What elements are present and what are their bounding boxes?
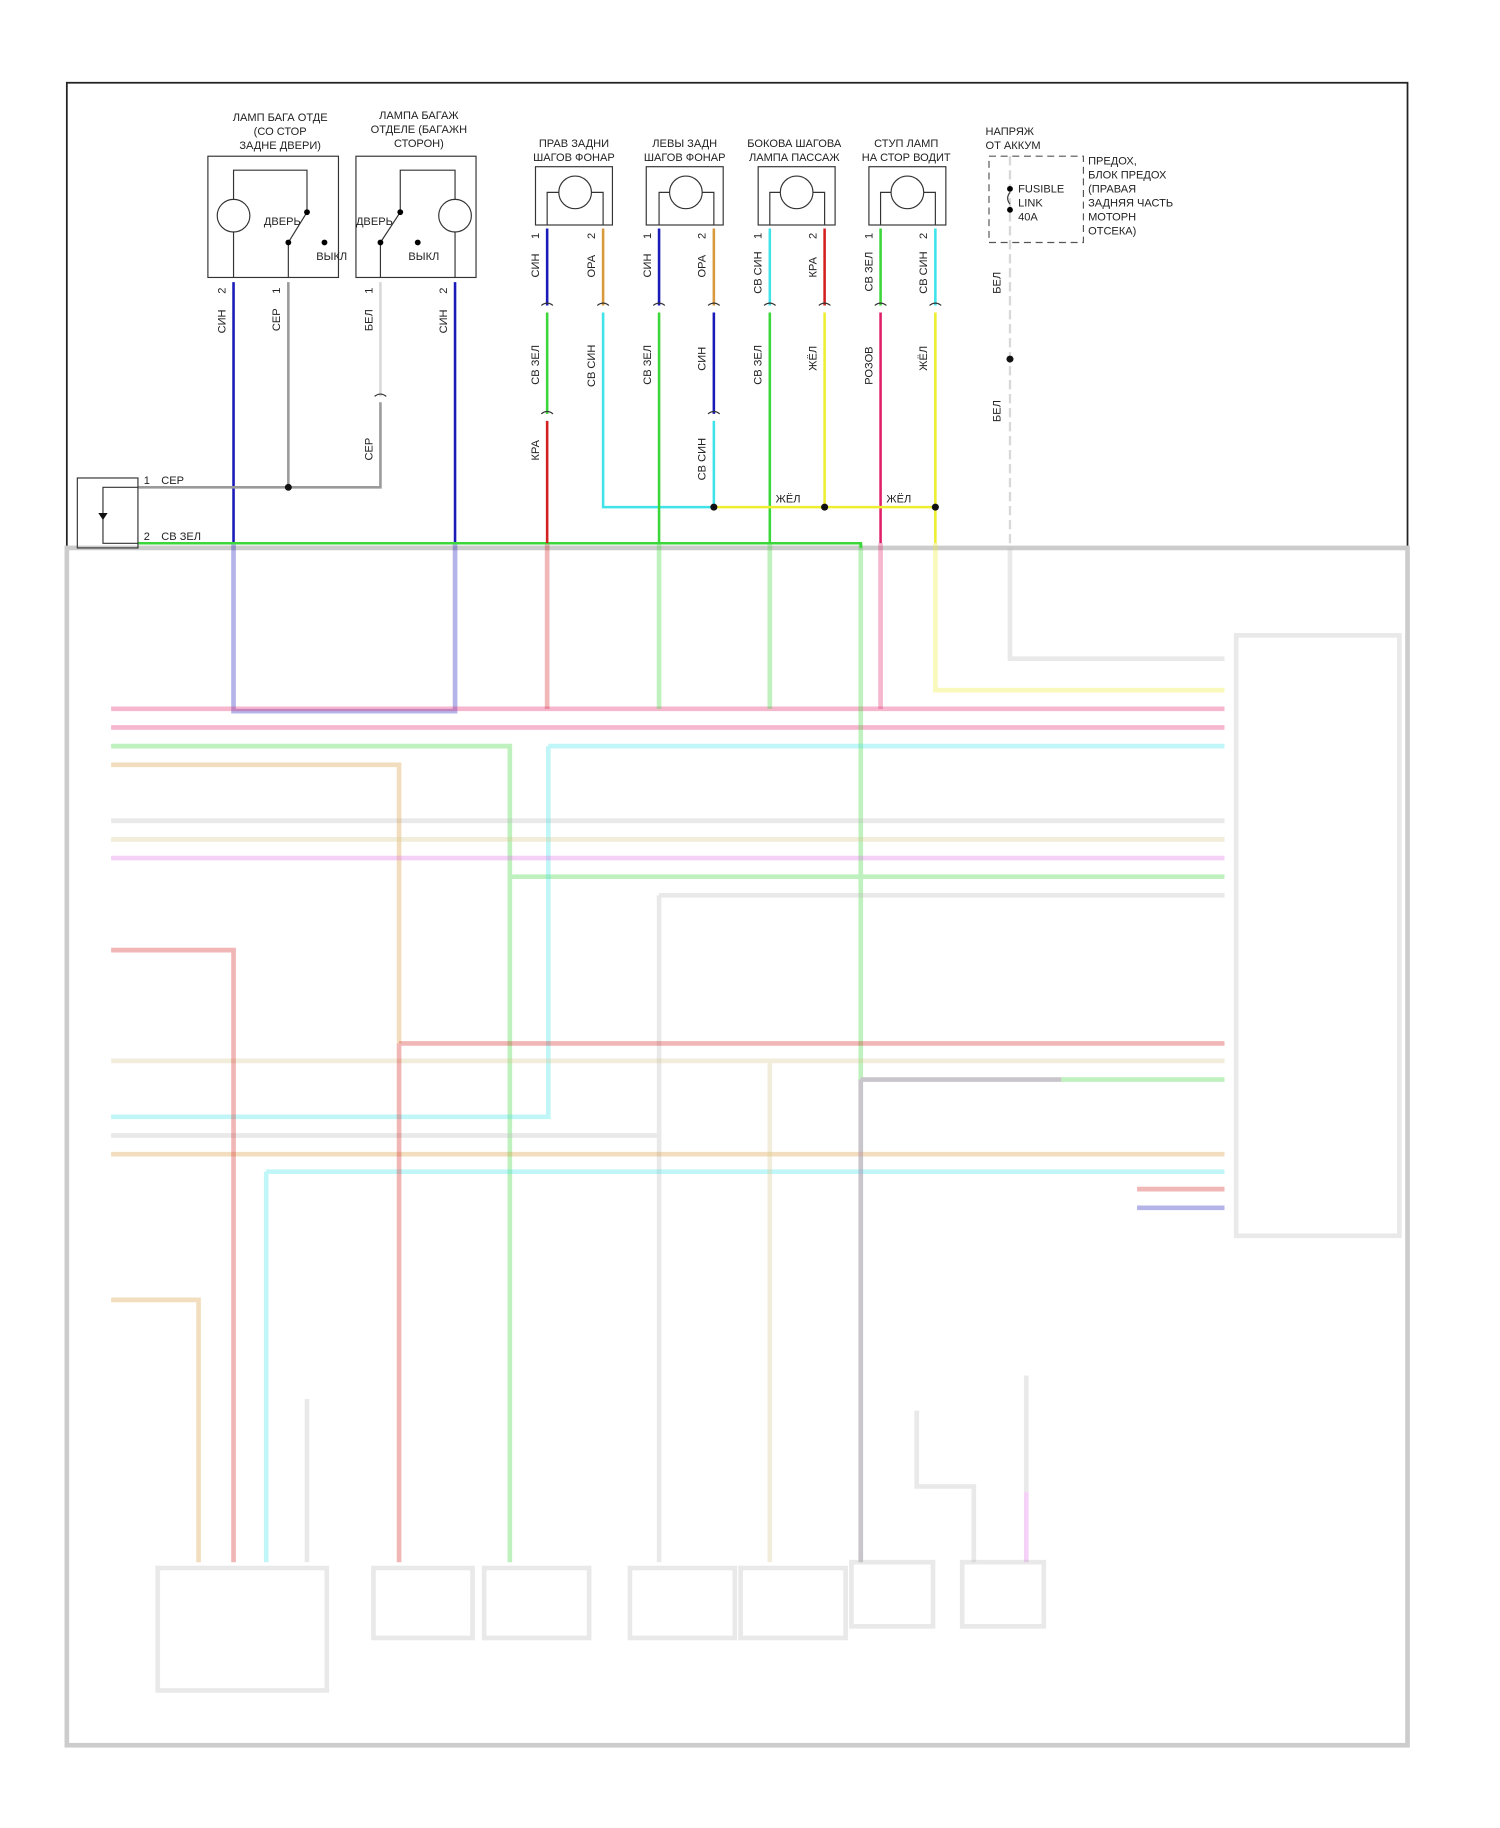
wire-label: СИН [216, 309, 228, 333]
pin-number: 1 [863, 233, 875, 239]
switch-label: ДВЕРЬ [264, 216, 301, 228]
fuse-block-label: ЗАДНЯЯ ЧАСТЬ [1088, 197, 1173, 209]
component-title: ШАГОВ ФОНАР [533, 152, 615, 164]
wire-label: ЖЁЛ [918, 346, 930, 371]
wire-label: СИН [642, 254, 654, 278]
component-title: ЛЕВЫ ЗАДН [652, 138, 717, 150]
fuse-label: 40A [1018, 211, 1038, 223]
luggage-lamp-luggage-side: ЛАМПА БАГАЖ ОТДЕЛЕ (БАГАЖН СТОРОН) ДВЕРЬ… [355, 110, 477, 279]
pin-number: 2 [586, 233, 598, 239]
wire-label: ЖЁЛ [807, 346, 819, 371]
fuse-block-label: ОТСЕКА) [1088, 225, 1136, 237]
wire-label: СЕР [363, 438, 375, 461]
wire-label: СВ ЗЕЛ [530, 345, 542, 385]
component-title: СТОРОН) [394, 138, 444, 150]
component-title: СТУП ЛАМП [874, 138, 938, 150]
pin-number: 2 [438, 288, 450, 294]
pin-number: 1 [144, 475, 150, 487]
fuse-icon [1007, 191, 1011, 205]
wire-label: БЕЛ [992, 400, 1004, 422]
lamp-icon [216, 198, 251, 233]
component-title: (СО СТОР [254, 126, 307, 138]
switch-label: ДВЕРЬ [356, 216, 393, 228]
lamp-icon [668, 175, 703, 210]
component-title: ЗАДНЕ ДВЕРИ) [239, 140, 321, 152]
fusible-link-block: НАПРЯЖ ОТ АККУМ FUSIBLE LINK 40A ПРЕДОХ,… [985, 126, 1173, 244]
component-title: ЛАМП БАГА ОТДЕ [233, 112, 328, 124]
wire-label: СИН [697, 347, 709, 371]
wire-label: СЕР [271, 308, 283, 331]
wire-label: СВ СИН [697, 438, 709, 480]
faded-harness-section [111, 543, 1402, 1693]
switch-label: ВЫКЛ [408, 251, 439, 263]
fuse-block-label: (ПРАВАЯ [1088, 183, 1136, 195]
wire-label: СВ ЗЕЛ [863, 252, 875, 292]
wire-label: ЖЁЛ [776, 493, 801, 505]
lamp-icon [779, 175, 814, 210]
wire-label: ЖЁЛ [886, 493, 911, 505]
wire-label: ОРА [697, 254, 709, 277]
lamp-icon [558, 175, 593, 210]
diagram-frame [65, 81, 1409, 548]
supply-label: НАПРЯЖ [985, 126, 1034, 138]
lamp-icon [890, 175, 925, 210]
component-title: ЛАМПА БАГАЖ [379, 110, 459, 122]
wire-label: СИН [438, 309, 450, 333]
fuse-block-label: ПРЕДОХ, [1088, 155, 1137, 167]
fuse-label: LINK [1018, 197, 1043, 209]
component-title: ШАГОВ ФОНАР [644, 152, 726, 164]
wire-label: ОРА [586, 254, 598, 277]
diagram-frame-lower [64, 545, 1410, 1748]
pin-number: 1 [753, 233, 765, 239]
pin-numbers: 2 1 1 2 1 2 1 2 1 2 1 2 [216, 233, 930, 294]
wire-label: СВ ЗЕЛ [642, 345, 654, 385]
fuse-label: FUSIBLE [1018, 183, 1064, 195]
diode-connector: 1 2 СЕР СВ ЗЕЛ [76, 475, 201, 549]
wire-label: КРА [530, 439, 542, 460]
wire-label: СВ СИН [753, 251, 765, 293]
component-title: ОТДЕЛЕ (БАГАЖН [371, 124, 468, 136]
wire-label: СВ ЗЕЛ [753, 345, 765, 385]
pin-number: 2 [918, 233, 930, 239]
wire-label: СИН [530, 254, 542, 278]
switch-label: ВЫКЛ [316, 251, 347, 263]
lamp-icon [438, 198, 472, 233]
component-title: ПРАВ ЗАДНИ [539, 138, 609, 150]
fuse-block-label: БЛОК ПРЕДОХ [1088, 169, 1167, 181]
supply-label: ОТ АККУМ [985, 140, 1040, 152]
diode-icon [98, 512, 108, 520]
component-title: ЛАМПА ПАССАЖ [749, 152, 840, 164]
pin-number: 2 [697, 233, 709, 239]
wires [137, 156, 1014, 548]
pin-number: 1 [363, 288, 375, 294]
wire-label: БЕЛ [363, 309, 375, 331]
wire-label: БЕЛ [992, 272, 1004, 294]
wire-label: РОЗОВ [863, 346, 875, 384]
wire-label: СВ ЗЕЛ [161, 531, 201, 543]
wire-labels: СИН СЕР БЕЛ СИН СЕР СИН ОРА СВ ЗЕЛ СВ СИ… [216, 251, 1003, 505]
wire-label: СЕР [161, 475, 184, 487]
pin-number: 1 [530, 233, 542, 239]
wire-label: КРА [807, 256, 819, 277]
pin-number: 2 [807, 233, 819, 239]
wire-label: СВ СИН [918, 251, 930, 293]
pin-number: 1 [271, 288, 283, 294]
pin-number: 2 [216, 288, 228, 294]
fuse-block-label: МОТОРН [1088, 211, 1136, 223]
component-title: БОКОВА ШАГОВА [747, 138, 842, 150]
step-lamps: ПРАВ ЗАДНИ ШАГОВ ФОНАР ЛЕВЫ ЗАДН ШАГОВ Ф… [533, 138, 951, 226]
component-title: НА СТОР ВОДИТ [862, 152, 951, 164]
pin-number: 1 [642, 233, 654, 239]
luggage-lamp-back-door: ЛАМП БАГА ОТДЕ (СО СТОР ЗАДНЕ ДВЕРИ) ДВЕ… [207, 112, 347, 279]
wire-label: СВ СИН [586, 345, 598, 387]
pin-number: 2 [144, 531, 150, 543]
